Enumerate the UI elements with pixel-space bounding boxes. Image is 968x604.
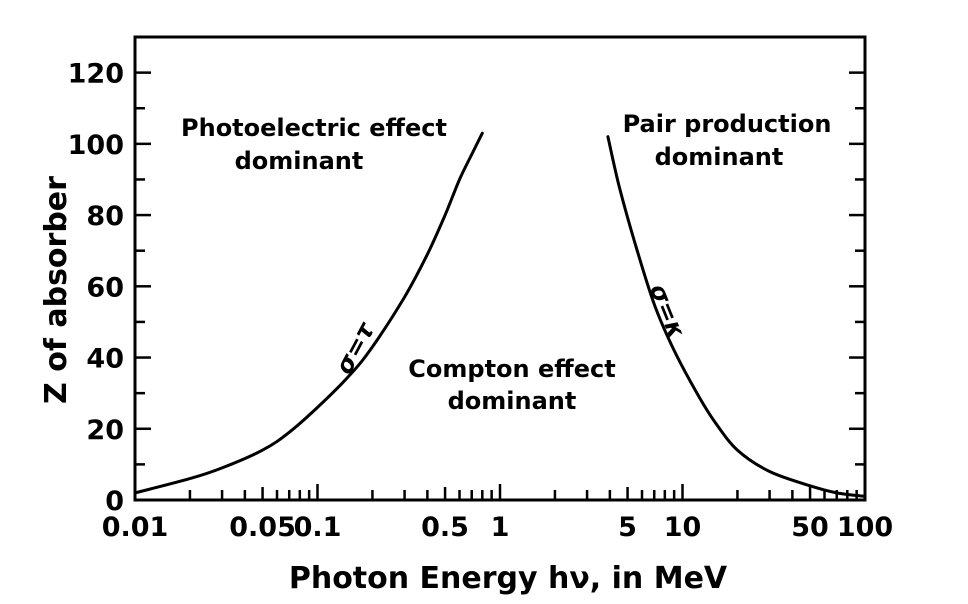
annotation-photoelectric-line1: Photoelectric effect — [181, 114, 447, 142]
x-tick-label: 10 — [664, 512, 702, 543]
annotation-pair-line2: dominant — [655, 143, 784, 171]
annotation-compton-line2: dominant — [448, 387, 577, 415]
y-tick-label: 80 — [86, 201, 124, 232]
annotation-pair-line1: Pair production — [623, 110, 832, 138]
curve-label-sigma-kappa: σ=κ — [644, 280, 691, 342]
curves — [133, 131, 867, 498]
y-axis-title: Z of absorber — [39, 176, 74, 404]
x-tick-label: 5 — [618, 512, 637, 543]
axis-ticks — [133, 71, 867, 500]
x-tick-label: 50 — [791, 512, 829, 543]
series-line-0 — [133, 131, 484, 495]
y-tick-label: 20 — [86, 415, 124, 446]
x-tick-label: 0.1 — [294, 512, 342, 543]
x-axis-title: Photon Energy hν, in MeV — [289, 561, 728, 596]
y-tick-label: 100 — [68, 130, 124, 161]
annotation-compton-line1: Compton effect — [408, 355, 615, 383]
y-tick-label: 40 — [86, 344, 124, 375]
y-tick-label: 0 — [105, 486, 124, 517]
x-tick-label: 1 — [491, 512, 510, 543]
x-tick-label: 0.5 — [421, 512, 469, 543]
annotation-photoelectric-line2: dominant — [235, 147, 364, 175]
series-line-1 — [606, 135, 867, 498]
x-tick-label: 100 — [837, 512, 893, 543]
x-tick-label: 0.05 — [229, 512, 296, 543]
x-tick-label: 0.01 — [102, 512, 169, 543]
y-tick-label: 120 — [68, 59, 124, 90]
tick-labels: 0.01 0.050.1 0.5 1 5 10 50 100 0 20 40 60 80 100 120 — [68, 59, 894, 543]
plot-frame — [133, 35, 867, 502]
y-tick-label: 60 — [86, 272, 124, 303]
